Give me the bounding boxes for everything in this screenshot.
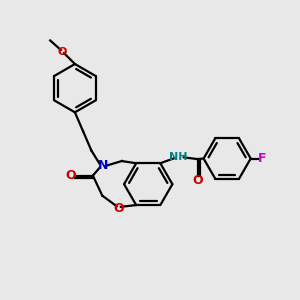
Text: NH: NH [169, 152, 188, 162]
Text: O: O [58, 47, 67, 57]
Text: F: F [258, 152, 266, 165]
Text: O: O [65, 169, 76, 182]
Text: N: N [98, 159, 108, 172]
Text: O: O [192, 174, 203, 188]
Text: O: O [113, 202, 124, 214]
